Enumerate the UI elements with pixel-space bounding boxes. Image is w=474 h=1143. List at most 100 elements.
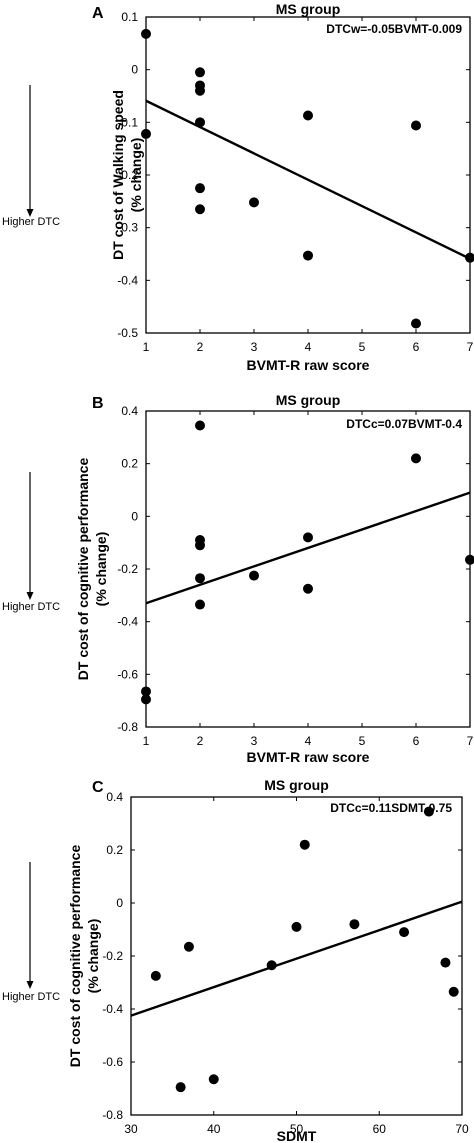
y-axis-label: DT cost of Walking speed <box>110 90 126 260</box>
data-point <box>141 128 151 139</box>
y-tick-label: -0.6 <box>117 667 138 681</box>
x-tick-label: 30 <box>124 1122 138 1136</box>
data-point <box>195 183 205 194</box>
data-point <box>440 957 451 968</box>
data-point <box>303 583 313 594</box>
y-tick-label: -0.3 <box>117 221 138 235</box>
chart-title: MS group <box>276 392 341 408</box>
x-tick-label: 2 <box>197 734 204 748</box>
y-tick-label: -0.2 <box>117 562 138 576</box>
regression-line <box>145 99 471 260</box>
x-axis-label: BVMT-R raw score <box>247 357 370 373</box>
y-tick-label: -0.8 <box>117 720 138 734</box>
axes-box <box>145 16 471 334</box>
data-point <box>423 806 434 817</box>
data-point <box>411 120 421 131</box>
data-point <box>303 250 313 261</box>
data-point <box>175 1082 186 1093</box>
data-point <box>141 686 151 697</box>
regression-equation: DTCc=0.11SDMT-0.75 <box>330 801 452 815</box>
regression-equation: DTCc=0.07BVMT-0.4 <box>346 417 462 431</box>
data-point <box>183 941 194 952</box>
data-point <box>399 927 410 938</box>
y-tick-label: -0.8 <box>102 1108 123 1122</box>
y-axis-label: (% change) <box>128 138 144 213</box>
x-tick-label: 4 <box>305 734 312 748</box>
y-tick-label: -0.5 <box>117 326 138 340</box>
chart-title: MS group <box>276 1 341 17</box>
x-tick-label: 1 <box>143 340 150 354</box>
chart-panel-c: C MS group 30 40 50 60 70 -0.8 -0.6 -0.4 -0.2 0 0.2 0… <box>2 777 469 1143</box>
data-point <box>195 117 205 128</box>
y-axis-label: (% change) <box>93 532 109 607</box>
data-point <box>349 919 360 930</box>
data-point <box>208 1074 219 1085</box>
higher-dtc-label: Higher DTC <box>2 601 60 613</box>
data-point <box>465 252 474 263</box>
data-point <box>195 85 205 96</box>
data-point <box>249 570 259 581</box>
x-tick-label: 4 <box>305 340 312 354</box>
x-tick-label: 40 <box>207 1122 221 1136</box>
y-axis-label: DT cost of cognitive performance <box>75 458 91 681</box>
x-axis-label: BVMT-R raw score <box>247 749 370 765</box>
data-point <box>195 204 205 215</box>
y-tick-label: -0.4 <box>117 615 138 629</box>
down-arrow-head <box>26 209 34 217</box>
data-point <box>448 986 459 997</box>
y-tick-label: 0.1 <box>121 10 138 24</box>
regression-line <box>145 491 471 605</box>
data-point <box>411 318 421 329</box>
x-tick-label: 5 <box>359 734 366 748</box>
y-tick-label: 0 <box>131 63 138 77</box>
x-tick-label: 7 <box>467 734 474 748</box>
data-point <box>303 532 313 543</box>
x-tick-label: 50 <box>290 1122 304 1136</box>
data-point <box>195 420 205 431</box>
data-point <box>465 554 474 565</box>
data-point <box>266 960 277 971</box>
chart-title: MS group <box>264 777 329 793</box>
data-point <box>249 197 259 208</box>
y-tick-label: -0.4 <box>102 1002 123 1016</box>
x-tick-label: 70 <box>455 1122 469 1136</box>
regression-equation: DTCw=-0.05BVMT-0.009 <box>326 22 462 36</box>
data-point <box>195 573 205 584</box>
axes-box <box>145 410 471 728</box>
x-tick-label: 7 <box>467 340 474 354</box>
y-tick-label: 0.2 <box>121 457 138 471</box>
chart-panel-a: A MS group 1 2 3 4 5 6 7 -0.5 -0.4 -0.3 -0.2 -0.1 0 0.1… <box>2 1 474 373</box>
data-point <box>195 67 205 78</box>
data-point <box>303 110 313 121</box>
down-arrow-head <box>26 981 34 989</box>
x-tick-label: 6 <box>413 340 420 354</box>
data-point <box>141 28 151 39</box>
y-tick-label: -0.1 <box>117 115 138 129</box>
y-tick-label: 0.4 <box>106 790 123 804</box>
x-tick-label: 3 <box>251 734 258 748</box>
x-tick-label: 2 <box>197 340 204 354</box>
data-point <box>291 921 302 932</box>
y-tick-label: -0.6 <box>102 1055 123 1069</box>
panel-letter: C <box>92 779 104 796</box>
y-tick-label: 0 <box>116 896 123 910</box>
y-tick-label: -0.4 <box>117 273 138 287</box>
y-axis-label: DT cost of cognitive performance <box>67 845 83 1068</box>
x-tick-label: 5 <box>359 340 366 354</box>
x-tick-label: 6 <box>413 734 420 748</box>
data-point <box>299 839 310 850</box>
down-arrow-head <box>26 592 34 600</box>
x-tick-label: 3 <box>251 340 258 354</box>
chart-panel-b: B MS group 1 2 3 4 5 6 7 -0.8 -0.6 -0.4 -0.2 0 0.2 0.4 D… <box>2 392 474 765</box>
panel-letter: A <box>92 5 104 22</box>
data-point <box>141 694 151 705</box>
x-tick-label: 1 <box>143 734 150 748</box>
x-axis-label: SDMT <box>277 1128 317 1143</box>
regression-line <box>130 900 463 1017</box>
higher-dtc-label: Higher DTC <box>2 991 60 1003</box>
y-tick-label: 0.2 <box>106 843 123 857</box>
y-tick-label: -0.2 <box>117 168 138 182</box>
higher-dtc-label: Higher DTC <box>2 216 60 228</box>
data-point <box>195 540 205 551</box>
